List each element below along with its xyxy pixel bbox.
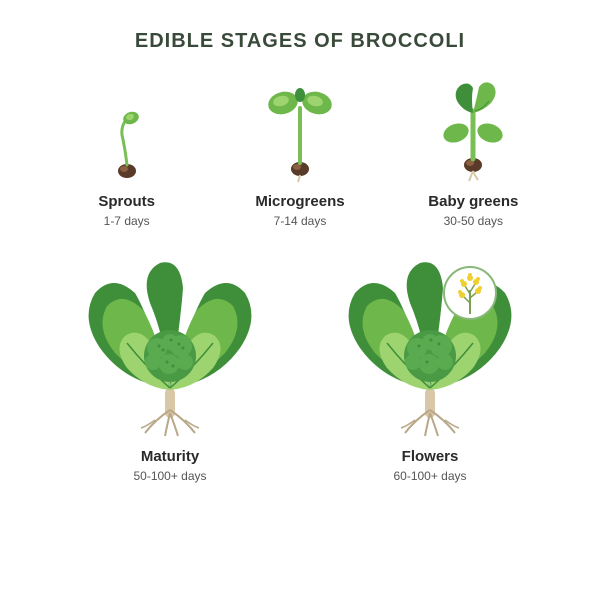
stage-sprouts: Sprouts 1-7 days [40,73,213,228]
row-bottom: Maturity 50-100+ days [40,248,560,483]
sprouts-days: 1-7 days [104,214,150,228]
microgreens-name: Microgreens [255,193,344,210]
baby-greens-illustration [413,73,533,183]
baby-greens-days: 30-50 days [444,214,503,228]
microgreens-illustration [240,73,360,183]
microgreens-days: 7-14 days [274,214,327,228]
flowers-name: Flowers [402,448,459,465]
page-title: EDIBLE STAGES OF BROCCOLI [135,30,465,53]
maturity-name: Maturity [141,448,199,465]
baby-greens-name: Baby greens [428,193,518,210]
stage-flowers: Flowers 60-100+ days [300,248,560,483]
maturity-illustration [50,248,290,438]
maturity-days: 50-100+ days [133,469,206,483]
sprouts-name: Sprouts [98,193,155,210]
row-top: Sprouts 1-7 days Microgreens 7- [40,73,560,228]
stage-baby-greens: Baby greens 30-50 days [387,73,560,228]
flower-detail-icon [444,267,496,319]
flowers-days: 60-100+ days [393,469,466,483]
flowers-illustration [310,248,550,438]
sprouts-illustration [67,73,187,183]
stage-microgreens: Microgreens 7-14 days [213,73,386,228]
stage-maturity: Maturity 50-100+ days [40,248,300,483]
